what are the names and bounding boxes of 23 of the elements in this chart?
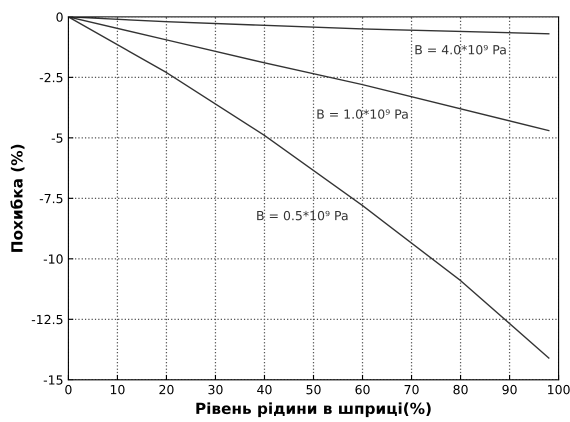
- series-label: B = 4.0*10⁹ Pa: [415, 45, 506, 54]
- y-tick-label: 0: [56, 12, 63, 22]
- x-tick-label: 70: [404, 384, 419, 394]
- series-label: B = 0.5*10⁹ Pa: [257, 210, 348, 220]
- x-tick-label: 30: [208, 384, 223, 394]
- y-tick-label: -10: [44, 254, 63, 264]
- y-axis-title: Похибка (%): [10, 144, 24, 252]
- y-tick-label: -7.5: [40, 194, 62, 204]
- x-tick-label: 90: [502, 384, 517, 394]
- x-tick-label: 50: [306, 384, 321, 394]
- x-tick-label: 40: [257, 384, 272, 394]
- x-tick-label: 80: [453, 384, 468, 394]
- x-tick-label: 20: [159, 384, 174, 394]
- x-axis-title: Рівень рідини в шприці(%): [196, 402, 431, 418]
- y-tick-label: -2.5: [40, 72, 62, 82]
- y-tick-label: -5: [52, 133, 62, 143]
- x-tick-label: 10: [110, 384, 125, 394]
- y-tick-label: -12.5: [32, 314, 62, 324]
- series-label: B = 1.0*10⁹ Pa: [317, 109, 408, 119]
- y-tick-label: -15: [44, 375, 62, 385]
- x-tick-label: 100: [548, 384, 570, 394]
- x-tick-label: 60: [355, 384, 370, 394]
- x-tick-label: 0: [65, 384, 72, 394]
